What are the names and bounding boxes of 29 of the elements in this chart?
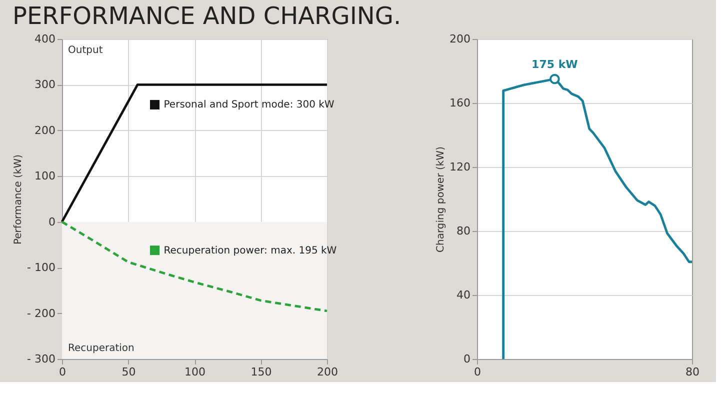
y-tick-label: 120 — [450, 160, 470, 174]
y-tick-label: 200 — [34, 124, 56, 137]
x-tick-label: 0 — [474, 366, 481, 378]
x-tick-label: 50 — [122, 366, 136, 378]
y-tick-label: - 300 — [27, 352, 56, 366]
y-tick-label: 300 — [34, 78, 56, 92]
chart-title: PERFORMANCE AND CHARGING. — [12, 2, 402, 30]
annotation: Output — [68, 45, 103, 56]
x-tick-label: 100 — [184, 366, 206, 378]
y-tick-label: 0 — [464, 352, 470, 366]
x-tick-label: 200 — [317, 366, 338, 378]
y-tick-label: - 100 — [27, 261, 56, 274]
y-tick-label: - 200 — [27, 306, 56, 320]
legend-label: Recuperation power: max. 195 kW — [164, 245, 337, 256]
y-tick-label: 200 — [450, 32, 470, 46]
annotation: 175 kW — [532, 58, 578, 71]
x-tick-label: 0 — [59, 366, 66, 378]
y-axis-title: Performance (kW) — [13, 154, 24, 245]
x-tick-label: 150 — [250, 366, 272, 378]
y-tick-label: 400 — [34, 32, 56, 46]
y-tick-label: 0 — [48, 215, 56, 228]
y-axis-title: Charging power (kW) — [436, 146, 447, 252]
y-tick-label: 100 — [34, 170, 56, 183]
y-tick-label: 80 — [456, 224, 470, 238]
x-tick-label: 80 — [686, 366, 700, 378]
annotation: Recuperation — [68, 343, 134, 354]
y-tick-label: 40 — [456, 288, 470, 302]
legend-label: Personal and Sport mode: 300 kW — [164, 100, 334, 111]
y-tick-label: 160 — [450, 96, 470, 110]
